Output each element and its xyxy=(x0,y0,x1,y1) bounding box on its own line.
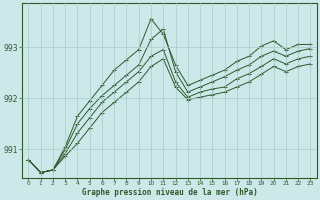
X-axis label: Graphe pression niveau de la mer (hPa): Graphe pression niveau de la mer (hPa) xyxy=(82,188,257,197)
